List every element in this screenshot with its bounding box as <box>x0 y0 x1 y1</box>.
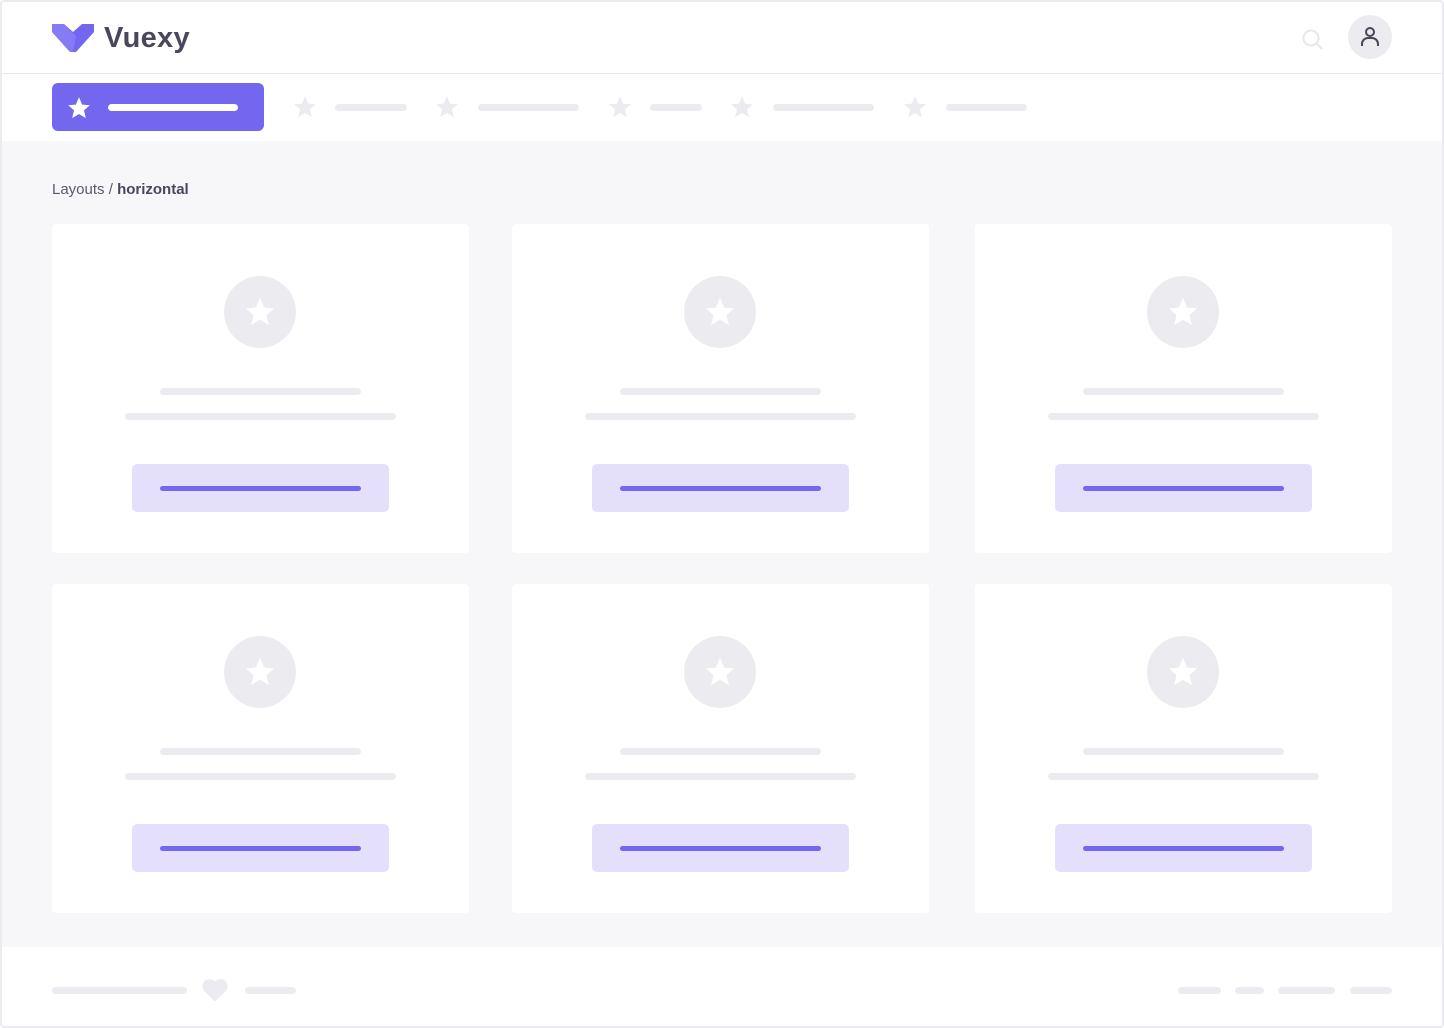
footer <box>2 947 1442 1026</box>
nav-label-placeholder <box>335 104 407 111</box>
star-icon <box>1168 297 1198 326</box>
card-icon-circle <box>1147 276 1219 348</box>
card-text-placeholder <box>1048 773 1319 780</box>
top-header: Vuexy <box>2 2 1442 74</box>
card <box>512 224 929 553</box>
heart-icon <box>202 979 228 1002</box>
avatar[interactable] <box>1348 15 1392 59</box>
card <box>512 584 929 913</box>
card <box>52 224 469 553</box>
card-title-placeholder <box>160 748 361 755</box>
card-text-placeholder <box>1048 413 1319 420</box>
nav-item-active[interactable] <box>52 83 264 131</box>
card-button[interactable] <box>132 464 389 512</box>
card-title-placeholder <box>160 388 361 395</box>
vuexy-logo-icon <box>52 24 94 52</box>
card-icon-circle <box>684 276 756 348</box>
star-icon <box>705 657 735 686</box>
card-text-placeholder <box>125 773 396 780</box>
content-area: Layouts / horizontal <box>2 141 1442 947</box>
card-text-placeholder <box>585 773 856 780</box>
footer-text-placeholder <box>245 987 296 994</box>
card-title-placeholder <box>620 748 821 755</box>
breadcrumb-separator: / <box>104 181 118 198</box>
card-button[interactable] <box>592 464 849 512</box>
card-button-label-placeholder <box>160 486 361 491</box>
card <box>975 224 1392 553</box>
card-button-label-placeholder <box>620 846 821 851</box>
breadcrumb: Layouts / horizontal <box>52 181 189 198</box>
card-title-placeholder <box>620 388 821 395</box>
card <box>975 584 1392 913</box>
nav-label-placeholder <box>946 104 1027 111</box>
nav-label-placeholder <box>478 104 579 111</box>
nav-item[interactable] <box>902 92 1027 122</box>
card-text-placeholder <box>125 413 396 420</box>
horizontal-nav <box>2 74 1442 141</box>
card-button-label-placeholder <box>620 486 821 491</box>
star-icon <box>245 297 275 326</box>
card-button[interactable] <box>592 824 849 872</box>
breadcrumb-parent[interactable]: Layouts <box>52 181 105 198</box>
card-title-placeholder <box>1083 388 1284 395</box>
card-text-placeholder <box>585 413 856 420</box>
nav-item[interactable] <box>434 92 579 122</box>
brand-name[interactable]: Vuexy <box>104 22 190 54</box>
card-button-label-placeholder <box>1083 846 1284 851</box>
star-icon <box>436 96 458 118</box>
card-button[interactable] <box>1055 824 1312 872</box>
nav-item[interactable] <box>607 92 702 122</box>
card-icon-circle <box>224 276 296 348</box>
card-button[interactable] <box>1055 464 1312 512</box>
card-button-label-placeholder <box>160 846 361 851</box>
breadcrumb-current: horizontal <box>117 181 189 198</box>
card-button[interactable] <box>132 824 389 872</box>
star-icon <box>705 297 735 326</box>
star-icon <box>245 657 275 686</box>
nav-label-placeholder <box>108 104 238 111</box>
star-icon <box>294 96 316 118</box>
card-title-placeholder <box>1083 748 1284 755</box>
nav-item[interactable] <box>729 92 874 122</box>
footer-link[interactable] <box>1178 987 1221 994</box>
card-icon-circle <box>1147 636 1219 708</box>
star-icon <box>904 96 926 118</box>
card-button-label-placeholder <box>1083 486 1284 491</box>
footer-link[interactable] <box>1235 987 1264 994</box>
nav-item[interactable] <box>292 92 407 122</box>
nav-label-placeholder <box>650 104 702 111</box>
star-icon <box>1168 657 1198 686</box>
star-icon <box>68 97 90 119</box>
card-icon-circle <box>224 636 296 708</box>
nav-label-placeholder <box>773 104 874 111</box>
search-icon[interactable] <box>1301 28 1325 52</box>
footer-text-placeholder <box>52 987 187 994</box>
star-icon <box>609 96 631 118</box>
card <box>52 584 469 913</box>
footer-link[interactable] <box>1350 987 1392 994</box>
card-icon-circle <box>684 636 756 708</box>
user-icon <box>1361 27 1379 46</box>
footer-link[interactable] <box>1278 987 1335 994</box>
star-icon <box>731 96 753 118</box>
